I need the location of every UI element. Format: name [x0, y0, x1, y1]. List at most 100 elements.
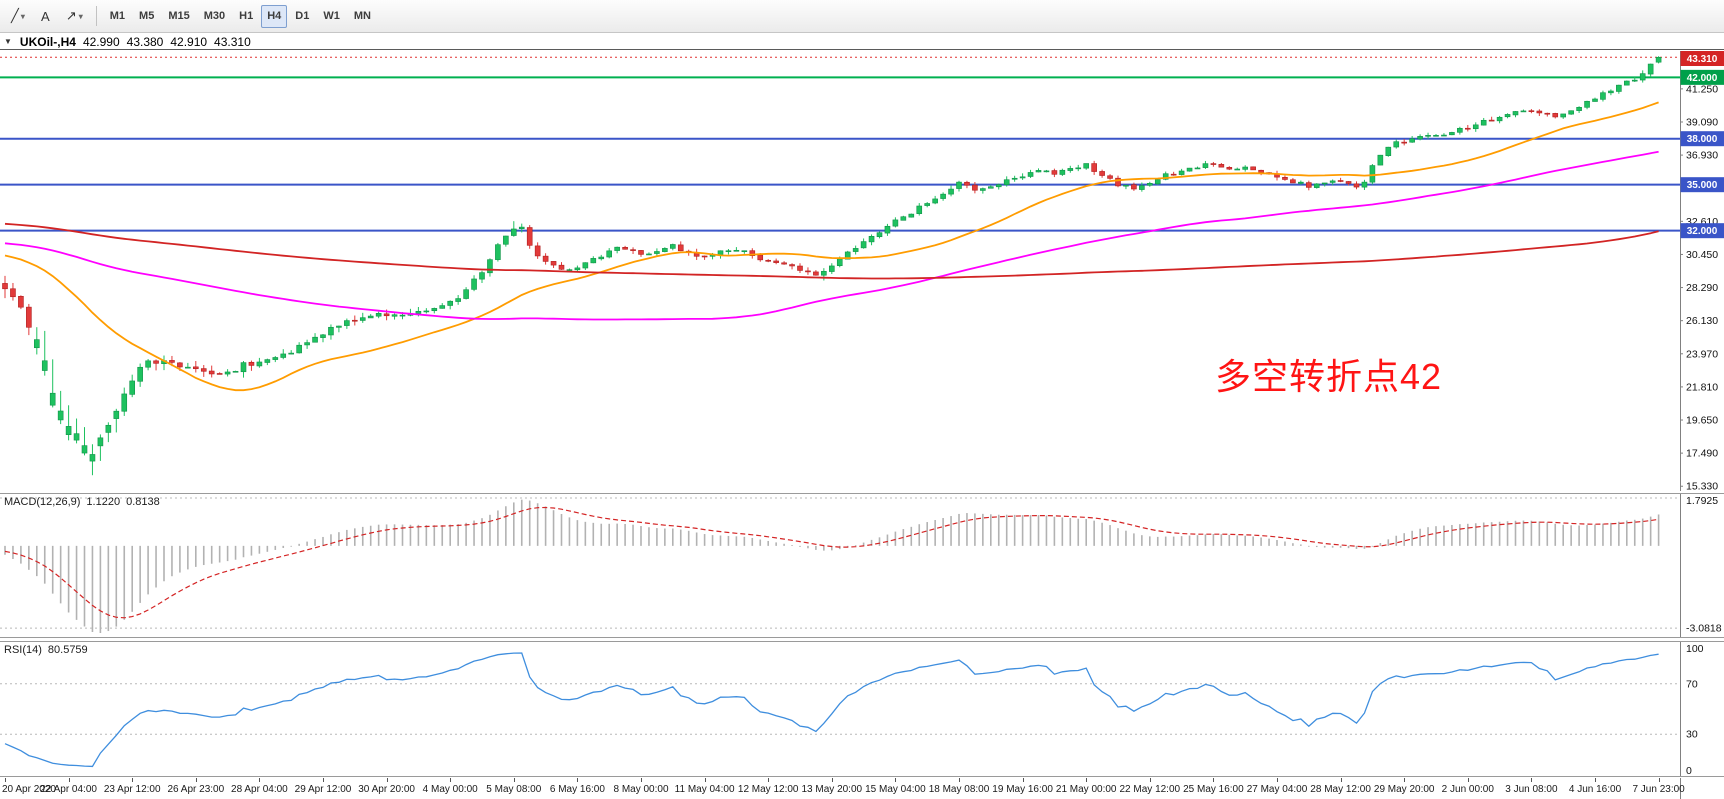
macd-label: MACD(12,26,9) 1.1220 0.8138: [4, 496, 160, 508]
timeframe-h1[interactable]: H1: [239, 10, 254, 22]
time-tick: [1531, 778, 1533, 782]
time-label: 7 Jun 23:00: [1632, 784, 1685, 795]
time-axis[interactable]: 20 Apr 2020 22 Apr 04:00 23 Apr 12:00 26 Ap…: [0, 778, 1724, 799]
macd-name: MACD(12,26,9): [4, 496, 81, 508]
ma-slow-line: [4, 222, 1659, 280]
macd-main-value: 1.1220: [86, 496, 121, 508]
time-tick: [1277, 778, 1278, 782]
text-tool-button[interactable]: A: [33, 5, 58, 28]
draw-line-tool-button-icon: ╱: [11, 8, 19, 23]
time-tick: [132, 778, 134, 782]
svg-text:-3.0818: -3.0818: [1686, 623, 1722, 635]
time-tick: [577, 778, 579, 782]
svg-text:30: 30: [1686, 729, 1698, 741]
time-tick: [1595, 778, 1596, 782]
time-tick: [259, 778, 261, 782]
time-label: 22 Apr 04:00: [40, 784, 97, 795]
draw-line-tool-button[interactable]: ╱ ▾: [5, 5, 31, 28]
time-label: 22 May 12:00: [1119, 784, 1181, 795]
time-tick: [195, 778, 197, 782]
dropdown-caret-icon: ▾: [20, 11, 25, 21]
time-tick: [831, 778, 833, 782]
svg-text:35.000: 35.000: [1687, 180, 1718, 191]
price-badge: [1680, 223, 1724, 239]
svg-text:26.130: 26.130: [1686, 315, 1718, 327]
timeframe-h4[interactable]: H4: [261, 4, 288, 28]
time-label: 8 May 00:00: [613, 784, 669, 795]
time-tick: [1149, 778, 1151, 782]
svg-text:0: 0: [1686, 765, 1692, 776]
rsi-label: RSI(14) 80.5759: [4, 644, 88, 656]
time-label: 29 May 20:00: [1373, 784, 1435, 795]
time-label: 6 May 16:00: [549, 784, 605, 795]
time-tick: [1340, 778, 1342, 782]
price-axis: 41.25039.09036.93034.77032.61030.45028.2…: [1680, 51, 1724, 491]
price-chart-canvas[interactable]: 41.25039.09036.93034.77032.61030.45028.2…: [0, 51, 1724, 491]
toolbar: ╱ ▾ A ↗ ▾ M1 M5 M15 M30 H1 H4 D1 W1 MN: [0, 0, 1724, 33]
price-badge: [1680, 69, 1724, 85]
time-label: 11 May 04:00: [674, 784, 735, 795]
timeframe-w1[interactable]: W1: [323, 10, 340, 22]
rsi-panel[interactable]: RSI(14) 80.5759 100 70 30 0: [0, 641, 1724, 777]
timeframe-d1[interactable]: D1: [295, 10, 310, 22]
time-label: 25 May 16:00: [1183, 784, 1244, 795]
rsi-value: 80.5759: [47, 644, 88, 656]
horizontal-level-lines: [0, 76, 1680, 232]
time-tick: [1658, 778, 1660, 782]
time-label: 26 Apr 23:00: [167, 784, 225, 795]
quote-low: 42.910: [170, 34, 208, 49]
ma-fast-line: [4, 101, 1659, 392]
time-label: 29 Apr 12:00: [294, 784, 352, 795]
axis-corner-divider: [1680, 778, 1681, 799]
time-label: 2 Jun 00:00: [1441, 784, 1494, 795]
quote-close: 43.310: [214, 34, 251, 49]
timeframe-m1[interactable]: M1: [109, 10, 126, 22]
quote-high: 43.380: [126, 34, 164, 49]
svg-text:1.7925: 1.7925: [1686, 495, 1718, 507]
time-tick: [1022, 778, 1024, 782]
time-tick: [450, 778, 452, 782]
macd-signal-line: [4, 506, 1659, 619]
time-tick: [5, 778, 6, 782]
arrow-tool-button-icon: ↗: [65, 8, 77, 23]
svg-text:100: 100: [1686, 643, 1704, 655]
time-label: 3 Jun 08:00: [1505, 784, 1558, 795]
time-label: 4 May 00:00: [422, 784, 478, 795]
macd-panel[interactable]: MACD(12,26,9) 1.1220 0.8138 1.7925 -3.081…: [0, 493, 1724, 638]
time-tick: [1086, 778, 1088, 782]
macd-signal-value: 0.8138: [126, 496, 160, 508]
text-tool-button-icon: A: [41, 8, 50, 24]
rsi-name: RSI(14): [4, 644, 42, 656]
time-label: 19 May 16:00: [992, 784, 1053, 795]
timeframe-m30[interactable]: M30: [203, 10, 226, 22]
quote-open: 42.990: [82, 34, 120, 49]
time-label: 21 May 00:00: [1055, 784, 1117, 795]
time-label: 20 Apr 2020: [2, 784, 56, 795]
price-badge: [1680, 131, 1724, 147]
timeframe-mn[interactable]: MN: [353, 10, 371, 22]
price-chart[interactable]: 41.25039.09036.93034.77032.61030.45028.2…: [0, 51, 1724, 491]
chevron-down-icon[interactable]: ▼: [4, 37, 12, 46]
svg-text:21.810: 21.810: [1686, 381, 1718, 393]
svg-text:30.450: 30.450: [1686, 249, 1718, 261]
time-label: 5 May 08:00: [486, 784, 542, 795]
svg-text:32.000: 32.000: [1687, 226, 1718, 237]
chart-annotation: 多空转折点42: [1215, 356, 1443, 397]
svg-text:70: 70: [1686, 678, 1698, 690]
time-tick: [959, 778, 960, 782]
timeframe-m5[interactable]: M5: [139, 10, 155, 22]
svg-text:17.490: 17.490: [1686, 448, 1718, 460]
time-tick: [641, 778, 642, 782]
time-tick: [768, 778, 770, 782]
candles: [2, 56, 1662, 476]
arrow-tool-button[interactable]: ↗ ▾: [60, 5, 89, 28]
rsi-canvas[interactable]: 100 70 30 0: [0, 642, 1724, 776]
macd-canvas[interactable]: 1.7925 -3.0818: [0, 494, 1724, 637]
timeframe-m15[interactable]: M15: [168, 10, 190, 22]
time-tick: [323, 778, 324, 782]
time-label: 28 Apr 04:00: [231, 784, 288, 795]
time-label: 23 Apr 12:00: [103, 784, 161, 795]
time-tick: [513, 778, 515, 782]
time-label: 27 May 04:00: [1246, 784, 1308, 795]
